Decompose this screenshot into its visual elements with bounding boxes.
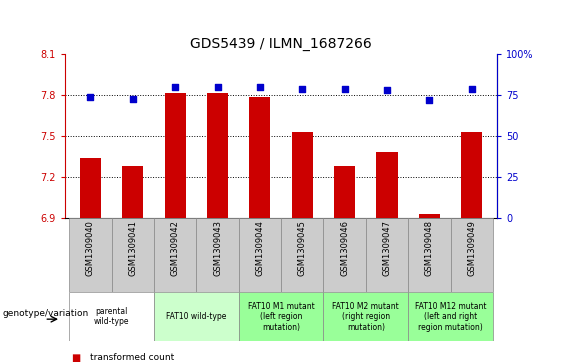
Text: GSM1309047: GSM1309047	[383, 220, 392, 276]
Text: GSM1309043: GSM1309043	[213, 220, 222, 276]
Text: GSM1309041: GSM1309041	[128, 220, 137, 276]
Text: GSM1309045: GSM1309045	[298, 220, 307, 276]
Point	[467, 86, 476, 91]
Point	[425, 97, 434, 103]
Bar	[376, 152, 398, 218]
Text: FAT10 M2 mutant
(right region
mutation): FAT10 M2 mutant (right region mutation)	[332, 302, 399, 332]
Bar	[334, 166, 355, 218]
FancyBboxPatch shape	[69, 218, 112, 292]
Text: GSM1309049: GSM1309049	[467, 220, 476, 276]
Point	[86, 94, 95, 100]
Text: ■: ■	[71, 352, 80, 363]
Bar	[207, 93, 228, 218]
Point	[340, 86, 349, 91]
Text: GSM1309046: GSM1309046	[340, 220, 349, 276]
FancyBboxPatch shape	[281, 218, 323, 292]
Bar	[164, 93, 186, 218]
FancyBboxPatch shape	[323, 218, 366, 292]
Bar	[461, 132, 483, 218]
Point	[171, 84, 180, 90]
FancyBboxPatch shape	[69, 292, 154, 341]
FancyBboxPatch shape	[238, 218, 281, 292]
Point	[128, 95, 137, 101]
Text: FAT10 wild-type: FAT10 wild-type	[166, 312, 227, 321]
Text: GSM1309042: GSM1309042	[171, 220, 180, 276]
FancyBboxPatch shape	[408, 292, 493, 341]
Text: parental
wild-type: parental wild-type	[94, 307, 129, 326]
FancyBboxPatch shape	[154, 218, 197, 292]
Bar	[419, 214, 440, 218]
FancyBboxPatch shape	[366, 218, 408, 292]
FancyBboxPatch shape	[238, 292, 323, 341]
Text: GSM1309040: GSM1309040	[86, 220, 95, 276]
Text: FAT10 M1 mutant
(left region
mutation): FAT10 M1 mutant (left region mutation)	[247, 302, 315, 332]
Bar	[80, 158, 101, 218]
FancyBboxPatch shape	[154, 292, 238, 341]
Point	[255, 84, 264, 90]
Text: GSM1309044: GSM1309044	[255, 220, 264, 276]
Text: FAT10 M12 mutant
(left and right
region mutation): FAT10 M12 mutant (left and right region …	[415, 302, 486, 332]
Point	[213, 84, 222, 90]
Bar	[292, 132, 313, 218]
Bar	[122, 166, 144, 218]
Title: GDS5439 / ILMN_1687266: GDS5439 / ILMN_1687266	[190, 37, 372, 51]
Text: transformed count: transformed count	[90, 353, 175, 362]
Text: GSM1309048: GSM1309048	[425, 220, 434, 276]
Text: genotype/variation: genotype/variation	[3, 309, 89, 318]
FancyBboxPatch shape	[323, 292, 408, 341]
Point	[298, 86, 307, 91]
FancyBboxPatch shape	[408, 218, 451, 292]
Bar	[249, 97, 271, 218]
Point	[383, 87, 392, 93]
FancyBboxPatch shape	[451, 218, 493, 292]
FancyBboxPatch shape	[112, 218, 154, 292]
FancyBboxPatch shape	[197, 218, 238, 292]
